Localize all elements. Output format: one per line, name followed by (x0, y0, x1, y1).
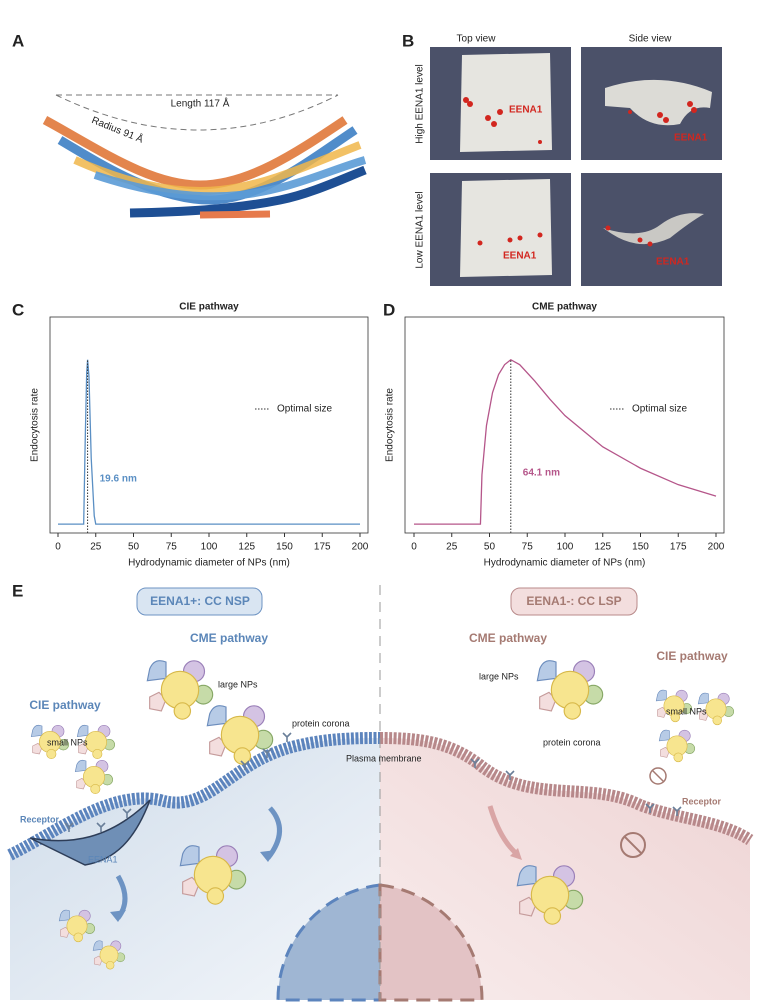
x-tick-label: 150 (276, 542, 293, 553)
chart-title: CME pathway (532, 302, 597, 313)
x-tick-label: 0 (55, 542, 61, 553)
membrane-label: Plasma membrane (346, 753, 422, 763)
np-label: small NPs (666, 706, 707, 716)
panel-label: E (12, 581, 23, 600)
schematic: EENA1+: CC NSP EENA1-: CC LSP CME pathwa… (7, 585, 754, 1002)
protein-structure: Length 117 Å Radius 91 Å (42, 94, 367, 219)
x-tick-label: 125 (238, 542, 255, 553)
np-label: large NPs (479, 671, 519, 681)
row-header: High EENA1 level (415, 64, 426, 143)
marker-label: EENA1 (509, 105, 543, 116)
np-label: protein corona (292, 718, 350, 728)
plot-frame (49, 316, 369, 534)
column-header: Top view (457, 34, 497, 45)
marker-label: EENA1 (503, 251, 537, 262)
receptor-label: Receptor (682, 796, 722, 806)
marker-label: EENA1 (656, 257, 690, 268)
x-tick-label: 200 (352, 542, 369, 553)
pathway-label: CME pathway (190, 631, 268, 645)
panel-label: D (383, 300, 395, 319)
panel-label: B (402, 31, 414, 50)
x-tick-label: 75 (522, 542, 534, 553)
legend-label: Optimal size (632, 404, 687, 415)
radius-label: Radius 91 Å (90, 113, 146, 146)
plot-frame (404, 316, 725, 534)
length-label: Length 117 Å (171, 97, 230, 110)
np-label: small NPs (47, 737, 88, 747)
simulation-grid: Top view Side view High EENA1 level Low … (415, 34, 722, 286)
optimal-label: 64.1 nm (523, 468, 560, 479)
x-tick-label: 175 (314, 542, 331, 553)
panel-label: C (12, 300, 24, 319)
chart-title: CIE pathway (179, 302, 239, 313)
y-axis-label: Endocytosis rate (385, 388, 396, 462)
x-tick-label: 25 (446, 542, 458, 553)
row-header: Low EENA1 level (415, 191, 426, 268)
data-line (58, 359, 360, 525)
x-tick-label: 200 (708, 542, 725, 553)
np-label: protein corona (543, 737, 601, 747)
x-tick-label: 50 (128, 542, 140, 553)
pathway-label: CIE pathway (656, 649, 728, 663)
eena1-label: EENA1 (88, 854, 118, 864)
x-axis-label: Hydrodynamic diameter of NPs (nm) (128, 558, 290, 569)
y-axis-label: Endocytosis rate (30, 388, 41, 462)
x-tick-label: 100 (201, 542, 218, 553)
pathway-label: CIE pathway (29, 698, 101, 712)
x-tick-label: 50 (484, 542, 496, 553)
badge: EENA1-: CC LSP (526, 594, 621, 608)
data-line (414, 358, 717, 525)
x-tick-label: 175 (670, 542, 687, 553)
x-tick-label: 25 (90, 542, 102, 553)
x-axis-label: Hydrodynamic diameter of NPs (nm) (484, 558, 646, 569)
marker-label: EENA1 (674, 133, 708, 144)
column-header: Side view (629, 34, 673, 45)
pathway-label: CME pathway (469, 631, 547, 645)
x-tick-label: 75 (166, 542, 178, 553)
x-tick-label: 125 (594, 542, 611, 553)
legend-label: Optimal size (277, 404, 332, 415)
receptor-label: Receptor (20, 814, 60, 824)
x-tick-label: 0 (411, 542, 417, 553)
panel-label: A (12, 31, 24, 50)
badge: EENA1+: CC NSP (150, 594, 250, 608)
x-tick-label: 150 (632, 542, 649, 553)
np-label: large NPs (218, 679, 258, 689)
x-tick-label: 100 (557, 542, 574, 553)
optimal-label: 19.6 nm (100, 474, 137, 485)
